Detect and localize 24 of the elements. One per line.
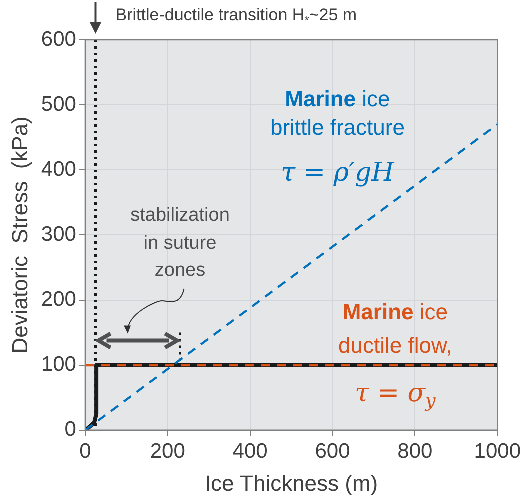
annotation: brittle fracture <box>270 115 405 140</box>
y-tick-label: 600 <box>41 28 76 51</box>
y-tick-label: 500 <box>41 92 76 116</box>
x-tick-label: 800 <box>398 440 433 463</box>
y-tick-label: 200 <box>41 288 76 312</box>
ref-line-label: Brittle-ductile transition H*~25 m <box>116 6 358 28</box>
x-tick-label: 200 <box>150 440 186 463</box>
x-tick-label: 1000 <box>474 440 521 463</box>
y-axis-title: Deviatoric Stress (kPa) <box>7 116 32 354</box>
x-tick-label: 600 <box>315 440 350 463</box>
x-axis-title: Ice Thickness (m) <box>204 470 378 496</box>
x-tick-label: 400 <box>232 440 268 463</box>
y-tick-label: 300 <box>41 222 76 246</box>
annotation: ductile flow, <box>338 333 452 358</box>
y-tick-label: 400 <box>41 158 76 181</box>
annotation: Marine ice <box>285 86 390 112</box>
annotation: zones <box>154 260 206 282</box>
x-tick-label: 0 <box>80 440 92 463</box>
y-tick-label: 100 <box>41 353 76 376</box>
annotation: Marine ice <box>342 299 448 324</box>
annotation: stabilization <box>130 204 230 226</box>
annotation: τ = ρ′gH <box>281 158 396 188</box>
annotation: in suture <box>144 232 217 254</box>
y-tick-label: 0 <box>64 418 76 442</box>
